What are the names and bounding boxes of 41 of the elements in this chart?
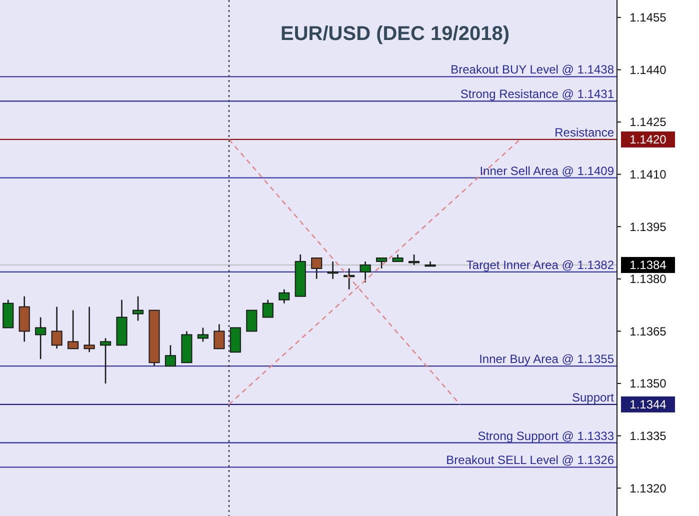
ref-line-label: Inner Buy Area @ 1.1355 <box>479 352 614 366</box>
candlestick <box>278 288 290 304</box>
candlestick <box>197 327 208 342</box>
ref-line-label: Resistance <box>554 125 614 140</box>
y-tick-label: 1.1395 <box>630 220 667 234</box>
ref-line-label: Strong Resistance @ 1.1431 <box>460 87 614 102</box>
candlestick <box>51 306 62 350</box>
candlestick <box>262 299 274 318</box>
candlestick <box>68 310 79 350</box>
candlestick <box>424 260 436 267</box>
ref-line-label: Breakout SELL Level @ 1.1326 <box>446 453 614 468</box>
y-tick-label: 1.1335 <box>630 429 667 444</box>
candlestick <box>35 316 46 360</box>
candlestick <box>408 254 420 266</box>
ref-line-label: Support <box>572 390 615 404</box>
candlestick <box>246 310 258 332</box>
y-tick-label: 1.1440 <box>630 62 667 77</box>
y-tick-label: 1.1420 <box>630 132 667 147</box>
y-tick-label: 1.1425 <box>630 115 667 130</box>
candlestick <box>132 296 144 322</box>
y-tick-label: 1.1344 <box>630 398 667 412</box>
candlestick <box>360 260 371 284</box>
candlestick <box>84 306 95 353</box>
ref-line-label: Strong Support @ 1.1333 <box>478 428 614 443</box>
ref-line-label: Inner Sell Area @ 1.1409 <box>480 164 614 178</box>
ref-line-label: Target Inner Area @ 1.1382 <box>466 258 614 272</box>
candlestick <box>311 257 322 280</box>
candlestick <box>214 324 225 350</box>
candlestick <box>164 344 176 367</box>
y-tick-label: 1.1365 <box>630 324 667 338</box>
y-tick-label: 1.1384 <box>630 258 667 272</box>
candlestick <box>376 257 388 270</box>
y-tick-label: 1.1410 <box>630 168 667 182</box>
y-tick-label: 1.1350 <box>630 376 667 391</box>
candlestick <box>100 338 112 384</box>
ref-line-label: Breakout BUY Level @ 1.1438 <box>450 62 614 77</box>
text: EUR/USD (DEC 19/2018) <box>280 23 510 45</box>
y-tick-label: 1.1380 <box>630 272 667 286</box>
y-tick-label: 1.1320 <box>630 481 667 496</box>
candlestick <box>327 260 338 280</box>
y-tick-label: 1.1455 <box>630 10 667 25</box>
